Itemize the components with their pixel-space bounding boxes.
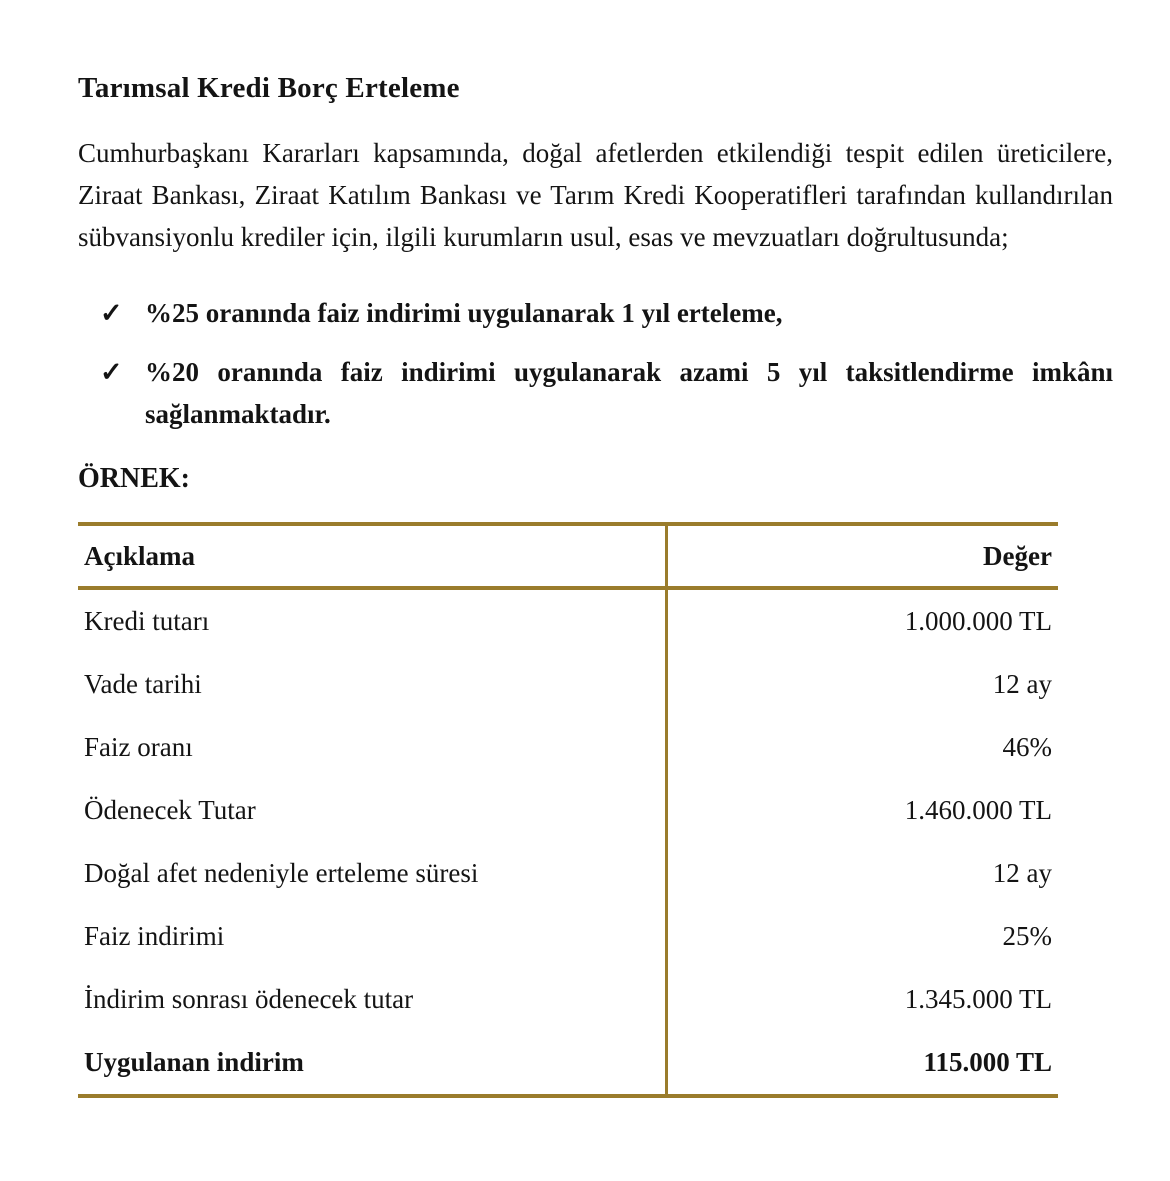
row-value: 115.000 TL (664, 1031, 1058, 1096)
column-header-aciklama: Açıklama (78, 524, 666, 590)
row-value: 1.460.000 TL (664, 779, 1058, 842)
row-label: Ödenecek Tutar (84, 795, 256, 825)
example-table-body: Kredi tutarı 1.000.000 TL Vade tarihi 12… (78, 588, 1058, 1096)
row-label: Faiz oranı (84, 732, 193, 762)
table-row: Vade tarihi 12 ay (78, 653, 1058, 716)
bullet-text: %20 oranında faiz indirimi uygulanarak a… (145, 357, 1113, 429)
table-row: Kredi tutarı 1.000.000 TL (78, 588, 1058, 653)
intro-paragraph: Cumhurbaşkanı Kararları kapsamında, doğa… (78, 138, 1113, 252)
row-label: Vade tarihi (84, 669, 202, 699)
table-row: Ödenecek Tutar 1.460.000 TL (78, 779, 1058, 842)
table-row: İndirim sonrası ödenecek tutar 1.345.000… (78, 968, 1058, 1031)
checkmark-icon: ✓ (100, 298, 123, 328)
row-value: 46% (664, 716, 1058, 779)
list-item: ✓ %25 oranında faiz indirimi uygulanarak… (78, 292, 1113, 334)
column-header-deger: Değer (664, 524, 1058, 590)
page-title: Tarımsal Kredi Borç Erteleme (78, 72, 460, 104)
row-value: 25% (664, 905, 1058, 968)
row-label: Doğal afet nedeniyle erteleme süresi (84, 858, 479, 888)
table-row: Faiz oranı 46% (78, 716, 1058, 779)
table-row: Uygulanan indirim 115.000 TL (78, 1031, 1058, 1096)
row-label: İndirim sonrası ödenecek tutar (84, 984, 414, 1014)
row-label: Kredi tutarı (84, 606, 210, 636)
document-page: Tarımsal Kredi Borç Erteleme Cumhurbaşka… (78, 72, 1113, 1098)
table-header-row: Açıklama Değer (78, 524, 1058, 590)
example-table: Açıklama Değer Kredi tutarı 1.000.000 TL… (78, 522, 1058, 1098)
row-value: 1.000.000 TL (664, 588, 1058, 653)
row-value: 12 ay (664, 842, 1058, 905)
table-row: Doğal afet nedeniyle erteleme süresi 12 … (78, 842, 1058, 905)
example-heading: ÖRNEK: (78, 463, 190, 494)
row-label: Faiz indirimi (84, 921, 225, 951)
checkmark-icon: ✓ (100, 357, 123, 387)
table-row: Faiz indirimi 25% (78, 905, 1058, 968)
bullet-text: %25 oranında faiz indirimi uygulanarak 1… (145, 298, 783, 328)
bullet-list: ✓ %25 oranında faiz indirimi uygulanarak… (78, 292, 1113, 435)
row-label: Uygulanan indirim (84, 1047, 304, 1077)
row-value: 12 ay (664, 653, 1058, 716)
list-item: ✓ %20 oranında faiz indirimi uygulanarak… (78, 351, 1113, 435)
row-value: 1.345.000 TL (664, 968, 1058, 1031)
